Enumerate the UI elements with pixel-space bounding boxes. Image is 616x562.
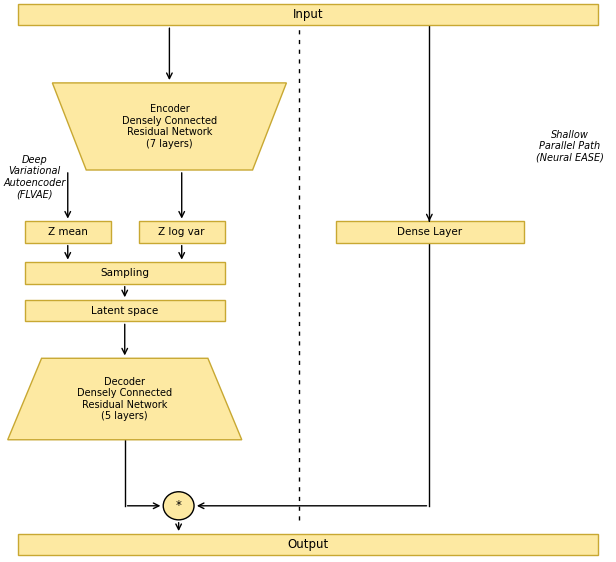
FancyBboxPatch shape <box>25 262 225 284</box>
Text: Input: Input <box>293 8 323 21</box>
Text: Shallow
Parallel Path
(Neural EASE): Shallow Parallel Path (Neural EASE) <box>536 129 604 163</box>
Text: Sampling: Sampling <box>100 268 149 278</box>
Polygon shape <box>8 359 241 439</box>
FancyBboxPatch shape <box>139 221 225 243</box>
Circle shape <box>163 492 194 520</box>
Text: Deep
Variational
Autoencoder
(FLVAE): Deep Variational Autoencoder (FLVAE) <box>3 155 65 200</box>
FancyBboxPatch shape <box>25 300 225 321</box>
Text: Z log var: Z log var <box>158 227 205 237</box>
FancyBboxPatch shape <box>25 221 111 243</box>
Text: Output: Output <box>288 538 328 551</box>
Text: Z mean: Z mean <box>48 227 87 237</box>
FancyBboxPatch shape <box>18 4 598 25</box>
Text: Encoder
Densely Connected
Residual Network
(7 layers): Encoder Densely Connected Residual Netwo… <box>122 104 217 149</box>
Text: Latent space: Latent space <box>91 306 158 316</box>
Text: *: * <box>176 499 182 513</box>
Polygon shape <box>52 83 286 170</box>
FancyBboxPatch shape <box>336 221 524 243</box>
FancyBboxPatch shape <box>18 534 598 555</box>
Text: Decoder
Densely Connected
Residual Network
(5 layers): Decoder Densely Connected Residual Netwo… <box>77 377 172 422</box>
Text: Dense Layer: Dense Layer <box>397 227 462 237</box>
